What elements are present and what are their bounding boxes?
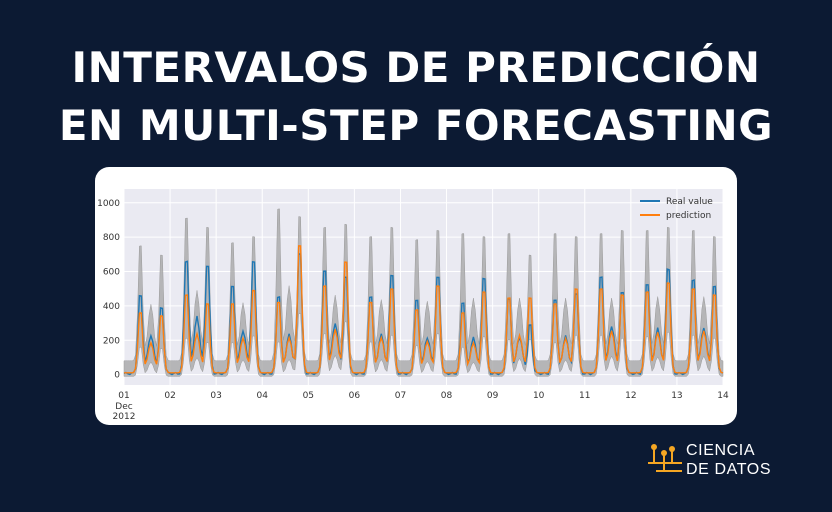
title-line-1: INTERVALOS DE PREDICCIÓN bbox=[71, 43, 761, 92]
x-tick-label: 01 bbox=[118, 391, 129, 401]
chart-card: 0 200 400 600 800 1000 01 02 03 04 05 06 07 08 09 10 11 1… bbox=[95, 167, 737, 425]
brand-line-1: CIENCIA bbox=[686, 442, 756, 459]
x-tick-label: 07 bbox=[395, 391, 406, 401]
x-tick-sublabel: Dec bbox=[115, 402, 132, 412]
x-tick-label: 03 bbox=[210, 391, 221, 401]
y-tick-label: 200 bbox=[103, 336, 120, 346]
network-icon bbox=[648, 444, 682, 472]
x-tick-sublabel: 2012 bbox=[113, 412, 136, 422]
x-tick-label: 04 bbox=[257, 391, 269, 401]
x-tick-label: 09 bbox=[487, 391, 499, 401]
y-tick-label: 600 bbox=[103, 268, 120, 278]
title-line-2: EN MULTI-STEP FORECASTING bbox=[58, 101, 774, 150]
x-tick-label: 08 bbox=[441, 391, 453, 401]
x-tick-label: 13 bbox=[671, 391, 682, 401]
x-tick-label: 02 bbox=[164, 391, 175, 401]
x-tick-label: 10 bbox=[533, 391, 545, 401]
legend-label: Real value bbox=[666, 197, 713, 207]
y-tick-label: 1000 bbox=[97, 199, 120, 209]
legend-label: prediction bbox=[666, 211, 711, 221]
forecast-chart: 0 200 400 600 800 1000 01 02 03 04 05 06 07 08 09 10 11 1… bbox=[97, 189, 729, 422]
y-tick-label: 400 bbox=[103, 302, 120, 312]
x-tick-label: 14 bbox=[717, 391, 729, 401]
brand-line-2: DE DATOS bbox=[686, 461, 772, 478]
x-tick-label: 06 bbox=[349, 391, 361, 401]
brand-logo: CIENCIA DE DATOS bbox=[644, 441, 804, 481]
y-tick-label: 800 bbox=[103, 233, 120, 243]
x-tick-label: 11 bbox=[579, 391, 590, 401]
x-tick-label: 12 bbox=[625, 391, 636, 401]
x-tick-label: 05 bbox=[303, 391, 314, 401]
y-tick-label: 0 bbox=[114, 371, 120, 381]
prediction-line bbox=[124, 245, 724, 374]
